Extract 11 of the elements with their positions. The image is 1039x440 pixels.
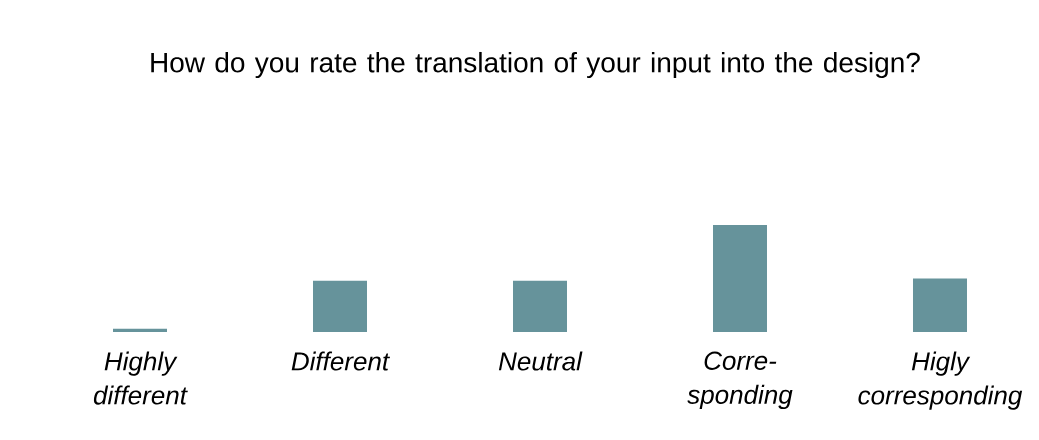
x-tick-label: Higly corresponding [858, 351, 1023, 410]
x-tick-label: Different [291, 351, 391, 371]
bar [912, 278, 967, 332]
bar [313, 280, 367, 332]
x-tick-label: Neutral [498, 351, 583, 371]
x-tick-label: Corre-sponding [687, 351, 793, 410]
bar [113, 328, 167, 332]
bar [513, 280, 567, 332]
chart-title: How do you rate the translation of your input into the design? [151, 51, 920, 79]
x-tick-label: Highly different [93, 351, 188, 405]
bar [713, 225, 767, 332]
